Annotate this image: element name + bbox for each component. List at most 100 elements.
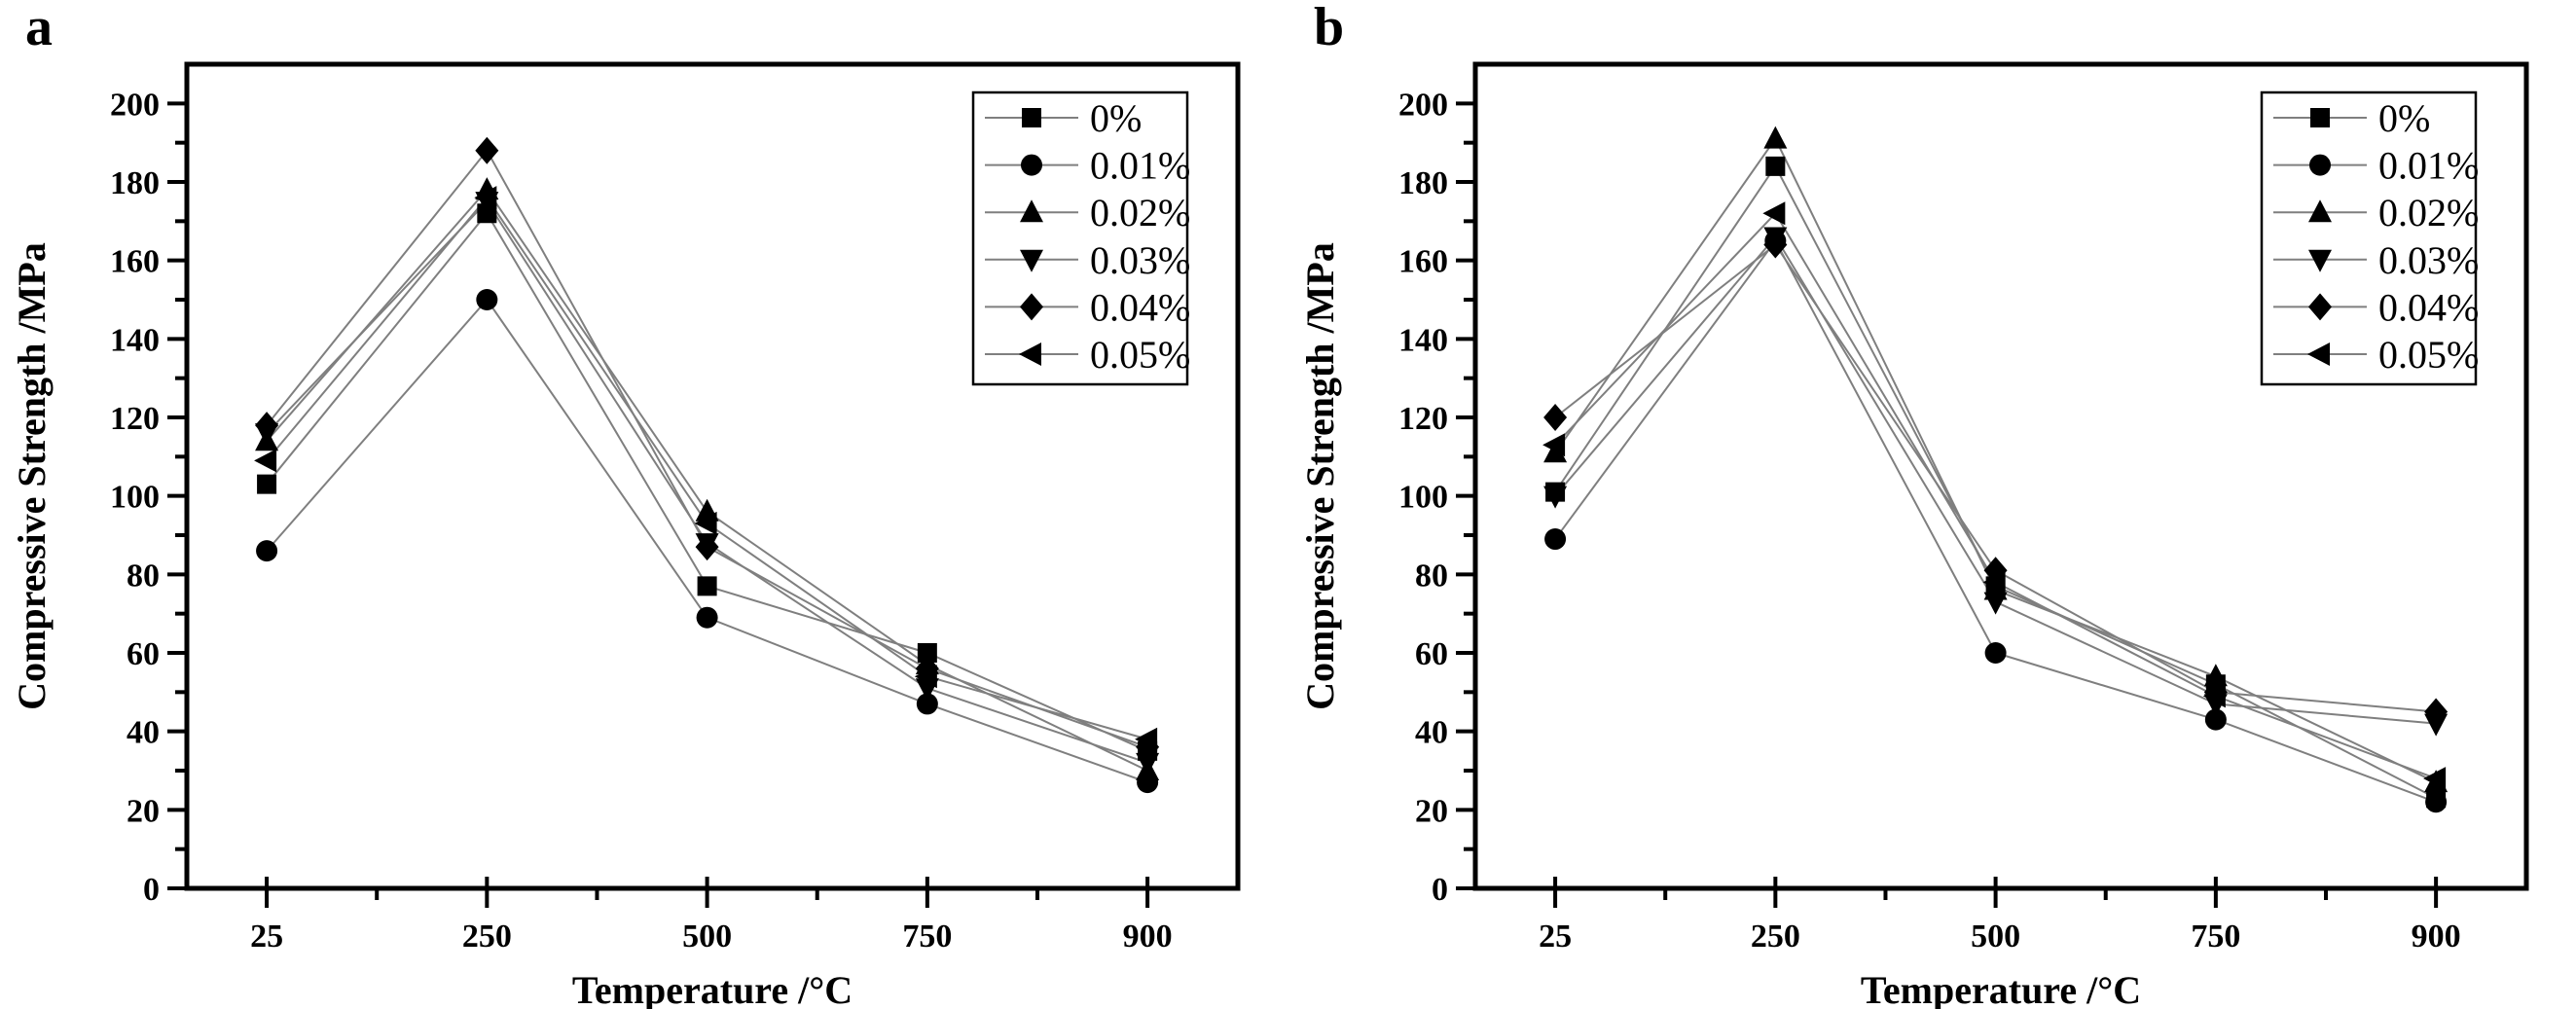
legend-entry-0%: 0% xyxy=(2273,96,2430,140)
legend-label: 0% xyxy=(2378,96,2430,140)
legend-entry-0.01%: 0.01% xyxy=(2273,144,2479,188)
data-point-0.01%-25 xyxy=(1544,528,1567,551)
y-tick-label: 20 xyxy=(1415,793,1448,829)
x-tick-label: 250 xyxy=(462,919,512,955)
legend-label: 0.02% xyxy=(1090,191,1190,234)
legend-marker-0.02% xyxy=(1020,199,1043,223)
legend-label: 0.03% xyxy=(1090,238,1190,282)
panel-a-label: a xyxy=(25,0,53,57)
data-point-0.03%-900 xyxy=(1136,752,1160,775)
legend-entry-0.04%: 0.04% xyxy=(2273,285,2479,329)
series-markers xyxy=(1542,126,2449,813)
legend-entry-0.03%: 0.03% xyxy=(985,238,1190,282)
plot-frame xyxy=(184,61,1241,891)
data-point-0%-250 xyxy=(1765,156,1786,176)
y-tick-label: 180 xyxy=(110,165,160,201)
x-axis-title: Temperature /°C xyxy=(1861,968,2141,1009)
x-axis-title: Temperature /°C xyxy=(572,968,853,1009)
legend-label: 0.02% xyxy=(2378,191,2479,234)
data-point-0.04%-500 xyxy=(1983,557,2008,585)
y-axis-title: Compressive Strength /MPa xyxy=(10,242,54,710)
data-point-0.01%-750 xyxy=(916,693,938,715)
legend-entry-0.02%: 0.02% xyxy=(2273,191,2479,234)
x-axis: 25 250 500 750 900 xyxy=(250,877,1173,955)
legend-entry-0%: 0% xyxy=(985,96,1142,140)
data-point-0.02%-750 xyxy=(2203,664,2228,687)
legend-label: 0.01% xyxy=(1090,144,1190,188)
data-point-0.05%-250 xyxy=(474,186,497,210)
legend-box xyxy=(971,90,1189,386)
legend-marker-0.05% xyxy=(1019,342,1041,366)
y-tick-label: 80 xyxy=(1415,558,1448,594)
x-axis: 25 250 500 750 900 xyxy=(1539,877,2461,955)
legend: 0%0.01%0.02%0.03%0.04%0.05% xyxy=(971,90,1190,386)
y-axis: 0 20 40 60 80 100 120 140 160 180 200 xyxy=(1398,87,1475,908)
x-tick-label: 25 xyxy=(250,919,283,955)
data-point-0.04%-500 xyxy=(695,533,719,561)
x-tick-label: 750 xyxy=(2191,919,2240,955)
y-tick-label: 140 xyxy=(1398,322,1448,358)
legend-label: 0.01% xyxy=(2378,144,2479,188)
chart-b: 0 20 40 60 80 100 120 140 160 180 200 25 250 500 750 90… xyxy=(1298,61,2529,1009)
y-tick-label: 200 xyxy=(1398,87,1448,123)
data-point-0%-500 xyxy=(697,576,717,596)
x-tick-label: 500 xyxy=(1971,919,2020,955)
y-tick-label: 160 xyxy=(110,244,160,280)
y-tick-label: 100 xyxy=(110,480,160,516)
data-point-0.05%-750 xyxy=(914,665,937,689)
legend-marker-0.03% xyxy=(1020,249,1043,272)
y-tick-label: 120 xyxy=(110,401,160,437)
legend-entry-0.05%: 0.05% xyxy=(985,333,1190,377)
data-point-0.05%-25 xyxy=(1542,433,1566,457)
data-point-0.05%-900 xyxy=(2423,767,2447,791)
data-point-0.05%-900 xyxy=(1135,727,1158,751)
y-tick-label: 60 xyxy=(127,636,160,672)
y-tick-label: 0 xyxy=(1432,872,1448,908)
legend-marker-0.04% xyxy=(1020,293,1043,321)
y-tick-label: 40 xyxy=(127,715,160,751)
legend-marker-0% xyxy=(1022,108,1041,127)
legend: 0%0.01%0.02%0.03%0.04%0.05% xyxy=(2260,90,2479,386)
legend-box xyxy=(2260,90,2478,386)
panel-b: b 0 20 40 60 80 100 120 140 160 180 200 25 250 500 750… xyxy=(1288,0,2576,1009)
legend-entry-0.02%: 0.02% xyxy=(985,191,1190,234)
data-point-0%-25 xyxy=(257,474,277,494)
y-tick-label: 140 xyxy=(110,322,160,358)
data-point-0.05%-750 xyxy=(2202,684,2226,708)
legend-entry-0.03%: 0.03% xyxy=(2273,238,2479,282)
legend-marker-0.05% xyxy=(2307,342,2330,366)
data-point-0.01%-900 xyxy=(2425,791,2448,813)
y-tick-label: 100 xyxy=(1398,480,1448,516)
legend-label: 0.05% xyxy=(1090,333,1190,377)
legend-label: 0.05% xyxy=(2378,333,2479,377)
data-point-0.04%-25 xyxy=(255,412,279,440)
x-tick-label: 900 xyxy=(2412,919,2461,955)
legend-label: 0.03% xyxy=(2378,238,2479,282)
y-tick-label: 40 xyxy=(1415,715,1448,751)
x-tick-label: 750 xyxy=(902,919,952,955)
legend-label: 0.04% xyxy=(2378,285,2479,329)
legend-marker-0.01% xyxy=(1021,154,1042,176)
y-tick-label: 120 xyxy=(1398,401,1448,437)
y-tick-label: 20 xyxy=(127,793,160,829)
data-point-0.05%-500 xyxy=(1982,570,2006,595)
legend-marker-0.02% xyxy=(2308,199,2332,223)
legend-marker-0.01% xyxy=(2309,154,2331,176)
data-point-0.01%-500 xyxy=(696,606,718,629)
y-axis: 0 20 40 60 80 100 120 140 160 180 200 xyxy=(110,87,187,908)
data-point-0.01%-25 xyxy=(256,540,278,562)
y-axis-title: Compressive Strength /MPa xyxy=(1298,242,1342,710)
legend-marker-0.03% xyxy=(2308,249,2332,272)
data-point-0.01%-250 xyxy=(476,289,498,310)
x-tick-label: 250 xyxy=(1751,919,1800,955)
x-tick-label: 900 xyxy=(1123,919,1173,955)
legend-marker-0.04% xyxy=(2308,293,2332,321)
y-tick-label: 160 xyxy=(1398,244,1448,280)
legend-label: 0.04% xyxy=(1090,285,1190,329)
legend-marker-0% xyxy=(2310,108,2330,127)
x-tick-label: 25 xyxy=(1539,919,1572,955)
data-point-0.05%-500 xyxy=(694,511,717,535)
data-point-0.02%-250 xyxy=(1763,126,1788,149)
legend-label: 0% xyxy=(1090,96,1142,140)
